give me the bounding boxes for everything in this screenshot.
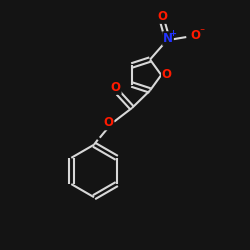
Text: O: O — [191, 29, 201, 42]
Text: O: O — [158, 10, 168, 23]
Text: +: + — [170, 29, 176, 38]
Text: O: O — [162, 68, 172, 82]
Text: O: O — [111, 81, 121, 94]
Text: O: O — [104, 116, 114, 130]
Text: ⁻: ⁻ — [199, 28, 204, 38]
Text: N: N — [163, 32, 173, 45]
